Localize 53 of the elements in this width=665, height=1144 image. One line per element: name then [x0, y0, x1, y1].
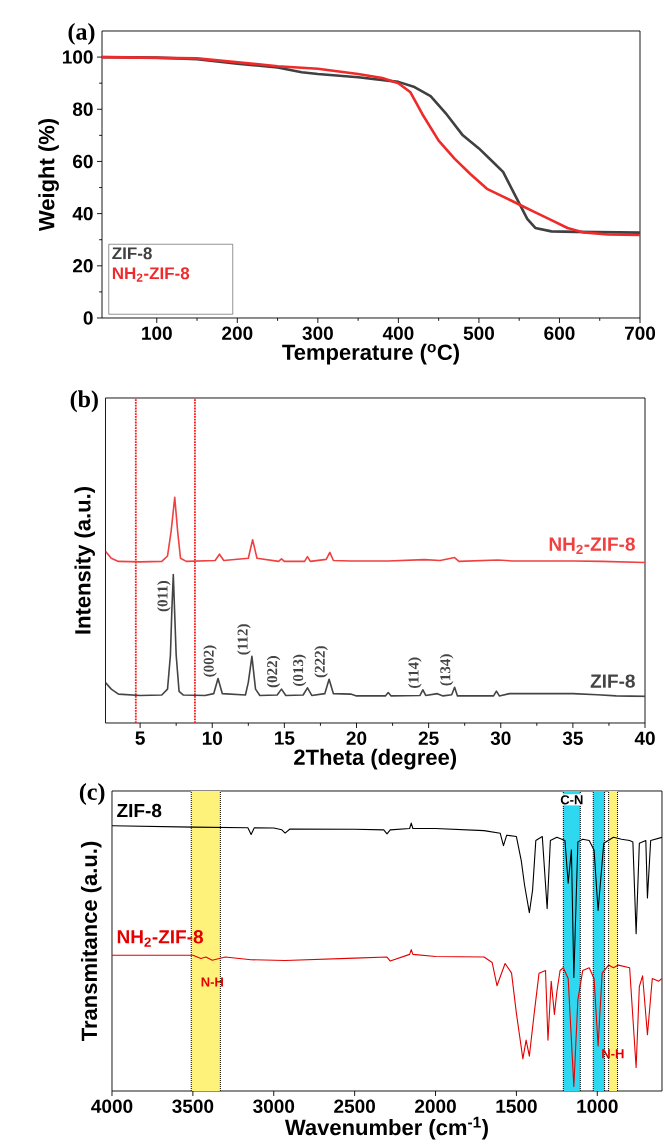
annotation: (112)	[237, 624, 251, 655]
x-tick-label: 2500	[334, 1099, 375, 1113]
chart-title: (a)	[68, 22, 95, 45]
x-tick-label: 20	[346, 731, 367, 745]
chart-title: (c)	[79, 783, 105, 805]
x-tick-label: 700	[624, 326, 656, 340]
annotation: (134)	[439, 654, 454, 686]
annotation: (002)	[203, 645, 217, 677]
x-tick-label: 5	[135, 731, 145, 745]
series-label: NH$_{2}$-ZIF-8	[549, 537, 635, 554]
x-tick-label: 35	[562, 731, 583, 746]
y-axis-title: Weight (%)	[38, 118, 59, 232]
y-tick-label: 100	[62, 50, 93, 64]
band-label: C-N	[560, 795, 583, 805]
series-label: ZIF-8	[117, 803, 162, 818]
x-tick-label: 1000	[577, 1099, 618, 1113]
annotation: (011)	[157, 580, 171, 612]
x-tick-label: 30	[490, 731, 511, 746]
x-tick-label: 300	[302, 326, 333, 341]
y-tick-label: 80	[72, 102, 93, 116]
x-tick-label: 400	[382, 326, 414, 340]
series-label: NH$_{2}$-ZIF-8	[117, 930, 203, 947]
x-axis-title: Wavenumber (cm$^{-1}$)	[284, 1116, 488, 1140]
x-tick-label: 25	[418, 731, 439, 745]
annotation: N-H	[201, 977, 223, 987]
y-tick-label: 20	[72, 259, 93, 273]
x-tick-label: 2000	[415, 1099, 456, 1113]
y-tick-label: 40	[72, 206, 93, 221]
x-tick-label: 100	[142, 326, 172, 340]
text: ZIF-8	[112, 247, 152, 260]
x-tick-label: 40	[634, 731, 655, 745]
x-tick-label: 500	[463, 326, 494, 340]
text: NH$_{2}$-ZIF-8	[112, 267, 190, 282]
x-tick-label: 3500	[172, 1099, 214, 1114]
x-tick-label: 3000	[253, 1099, 295, 1114]
x-tick-label: 1500	[496, 1099, 537, 1113]
x-axis-title: 2Theta (degree)	[294, 748, 457, 770]
x-tick-label: 10	[202, 731, 223, 745]
annotation: (013)	[292, 654, 307, 686]
x-tick-label: 200	[222, 326, 253, 340]
y-tick-label: 60	[73, 154, 93, 169]
annotation: (114)	[408, 657, 422, 688]
annotation: (222)	[314, 646, 328, 678]
x-tick-label: 15	[275, 731, 295, 745]
x-axis-title: Temperature ($^{o}$C)	[282, 343, 459, 365]
x-tick-label: 4000	[91, 1099, 133, 1113]
y-axis-title: Intensity (a.u.)	[74, 487, 95, 634]
series-label: ZIF-8	[590, 674, 635, 688]
chart-title: (b)	[70, 390, 98, 413]
y-tick-label: 0	[83, 311, 93, 325]
x-tick-label: 600	[544, 326, 575, 340]
annotation: (022)	[266, 656, 281, 688]
y-axis-title: Transmitance (a.u.)	[80, 841, 102, 1041]
